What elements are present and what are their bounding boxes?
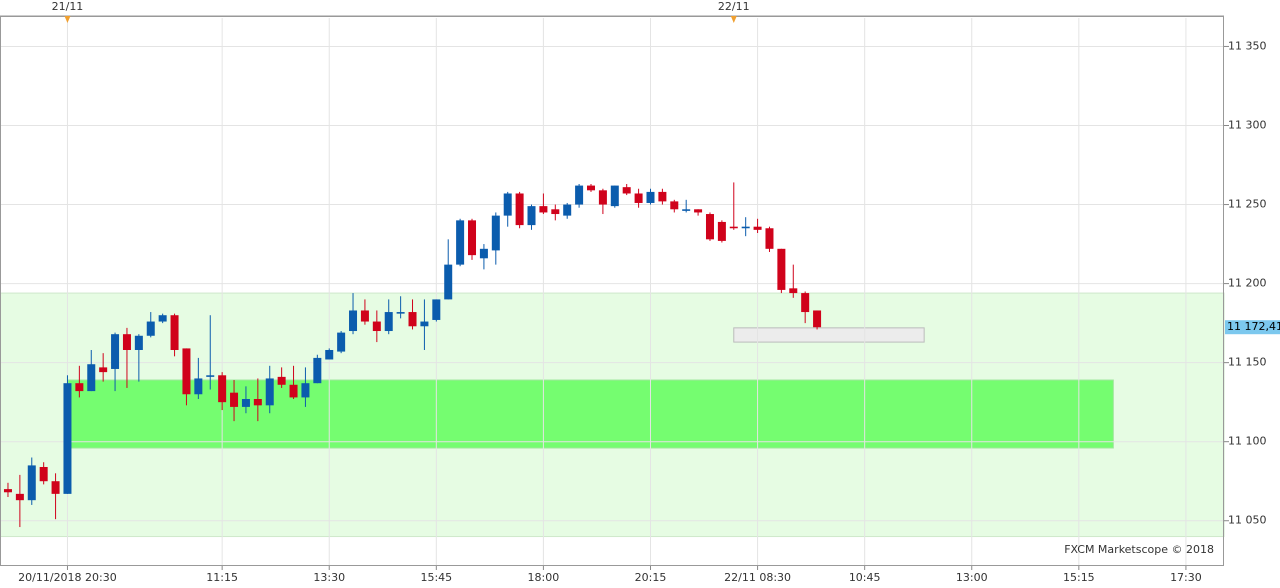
candle-body (349, 310, 358, 332)
y-tick-label: 11 150 (1228, 356, 1267, 369)
candle-body (218, 375, 227, 403)
candle-body (420, 321, 429, 327)
candle-body (99, 367, 108, 373)
candle-body (646, 191, 655, 203)
candle-body (789, 288, 798, 294)
candle-body (527, 206, 536, 226)
candle-body (396, 312, 405, 314)
candle-body (658, 191, 667, 202)
candle-body (729, 226, 738, 229)
candle-body (75, 383, 84, 392)
x-tick-label: 17:30 (1170, 571, 1202, 584)
candle-body (206, 375, 215, 377)
candle-body (51, 481, 60, 494)
candle-body (456, 220, 465, 265)
candle-body (634, 193, 643, 203)
candle-body (277, 376, 286, 385)
x-tick-label: 20/11/2018 20:30 (18, 571, 117, 584)
zone (733, 327, 925, 343)
candle-body (360, 310, 369, 322)
candle-body (27, 465, 36, 501)
date-marker (64, 16, 71, 23)
last-price-label: 11 172,41 (1227, 320, 1280, 333)
x-tick-label: 22/11 08:30 (724, 571, 791, 584)
candle-body (372, 321, 381, 332)
candle-body (408, 312, 417, 327)
date-marker (730, 16, 737, 23)
candle-body (241, 399, 250, 407)
candle-body (717, 221, 726, 241)
candle-body (289, 384, 298, 398)
candle-body (813, 310, 822, 328)
candle-body (777, 248, 786, 290)
y-tick-label: 11 250 (1228, 198, 1267, 211)
watermark: FXCM Marketscope © 2018 (1064, 543, 1214, 556)
candle-body (682, 209, 691, 211)
candle-body (230, 392, 239, 407)
candle-body (575, 185, 584, 205)
candle-body (194, 378, 203, 395)
candle-body (705, 214, 714, 240)
x-tick-label: 15:15 (1063, 571, 1095, 584)
y-tick-label: 11 200 (1228, 277, 1267, 290)
candle-body (670, 201, 679, 210)
candle-body (170, 315, 179, 350)
candle-body (801, 293, 810, 313)
x-tick-label: 11:15 (206, 571, 238, 584)
candle-body (146, 321, 155, 336)
candle-body (134, 335, 143, 350)
x-tick-label: 10:45 (849, 571, 881, 584)
y-tick-label: 11 300 (1228, 119, 1267, 132)
candle-body (87, 364, 96, 392)
y-tick-label: 11 050 (1228, 514, 1267, 527)
candle-body (384, 312, 393, 332)
candle-body (122, 334, 131, 350)
candle-body (598, 190, 607, 205)
y-tick-label: 11 100 (1228, 435, 1267, 448)
last-price-tag (1225, 320, 1280, 335)
candle-body (444, 264, 453, 300)
candle-body (503, 193, 512, 216)
candle-body (253, 399, 262, 406)
candle-body (337, 332, 346, 352)
candle-body (479, 248, 488, 259)
candle-body (586, 185, 595, 191)
candle-body (63, 383, 72, 494)
candle-body (15, 493, 24, 501)
candle-body (563, 204, 572, 216)
x-tick-label: 13:00 (956, 571, 988, 584)
date-marker-label: 22/11 (718, 0, 750, 13)
candle-body (622, 187, 631, 194)
candle-body (741, 226, 750, 229)
x-tick-label: 18:00 (528, 571, 560, 584)
candle-body (265, 378, 274, 406)
candle-body (432, 299, 441, 320)
candle-body (753, 226, 762, 230)
x-tick-label: 20:15 (635, 571, 667, 584)
candle-body (491, 215, 500, 251)
candle-body (182, 348, 191, 395)
candle-body (765, 228, 774, 249)
x-tick-label: 15:45 (420, 571, 452, 584)
candle-body (325, 349, 334, 360)
x-tick-label: 13:30 (313, 571, 345, 584)
candle-body (158, 315, 167, 322)
candle-body (468, 220, 477, 256)
candle-body (39, 466, 48, 482)
candle-body (301, 383, 310, 398)
candle-body (610, 185, 619, 207)
candle-body (111, 334, 120, 369)
candle-body (515, 193, 524, 226)
candle-body (3, 489, 12, 493)
candle-body (551, 209, 560, 215)
candle-body (694, 209, 703, 213)
candle-body (539, 206, 548, 213)
date-marker-label: 21/11 (52, 0, 84, 13)
y-tick-label: 11 350 (1228, 39, 1267, 52)
candle-body (313, 357, 322, 384)
